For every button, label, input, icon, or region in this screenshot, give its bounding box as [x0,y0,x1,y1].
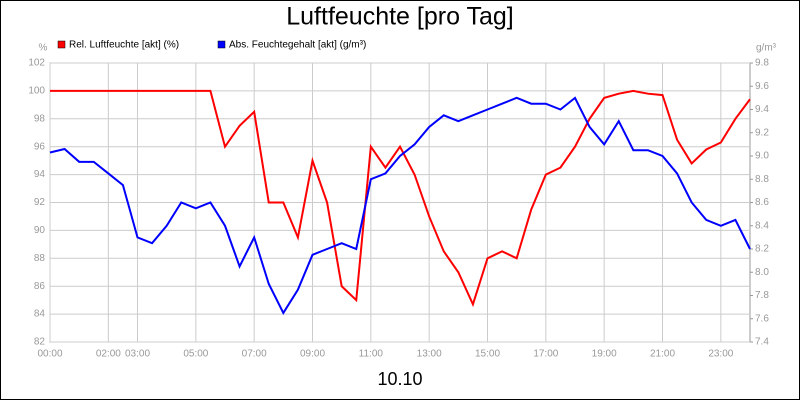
x-tick-label: 15:00 [475,349,500,360]
legend-label: Rel. Luftfeuchte [akt] (%) [69,40,179,51]
y-tick-label: 100 [28,86,45,97]
y-tick-label: 98 [34,113,46,124]
y2-tick-label: 7.4 [755,337,769,348]
y-tick-label: 86 [34,281,46,292]
y2-tick-label: 8.8 [755,174,769,185]
legend-swatch [217,40,226,49]
y-tick-label: 90 [34,225,46,236]
x-tick-label: 13:00 [417,349,442,360]
y-tick-label: 92 [34,197,46,208]
y2-tick-label: 8.6 [755,197,769,208]
y-tick-label: 94 [34,169,46,180]
x-tick-label: 00:00 [37,349,62,360]
legend-label: Abs. Feuchtegehalt [akt] (g/m³) [229,40,366,51]
y2-tick-label: 9.4 [755,104,769,115]
x-tick-label: 09:00 [300,349,325,360]
x-tick-label: 05:00 [183,349,208,360]
x-tick-label: 21:00 [650,349,675,360]
y-axis-label: % [39,43,48,54]
x-tick-label: 02:00 [96,349,121,360]
x-tick-label: 07:00 [242,349,267,360]
y2-tick-label: 9.6 [755,81,769,92]
y-tick-label: 82 [34,337,46,348]
x-axis-label: 10.10 [377,369,422,389]
y2-tick-label: 9.2 [755,127,769,138]
x-tick-label: 03:00 [125,349,150,360]
y2-tick-label: 9.8 [755,58,769,69]
y2-tick-label: 8.0 [755,267,769,278]
y2-tick-label: 8.4 [755,220,769,231]
x-tick-label: 11:00 [359,349,384,360]
series-line [50,89,751,308]
x-tick-label: 17:00 [533,349,558,360]
x-tick-label: 23:00 [708,349,733,360]
legend-swatch [57,40,66,49]
y-tick-label: 102 [28,58,45,69]
y-tick-label: 96 [34,141,46,152]
y2-tick-label: 7.8 [755,290,769,301]
y2-tick-label: 7.6 [755,313,769,324]
y2-tick-label: 8.2 [755,244,769,255]
y-tick-label: 84 [34,309,46,320]
x-tick-label: 19:00 [592,349,617,360]
chart-title: Luftfeuchte [pro Tag] [286,3,513,31]
y2-axis-label: g/m³ [756,43,777,54]
y2-tick-label: 9.0 [755,151,769,162]
y-tick-label: 88 [34,253,46,264]
series-line [49,96,751,315]
